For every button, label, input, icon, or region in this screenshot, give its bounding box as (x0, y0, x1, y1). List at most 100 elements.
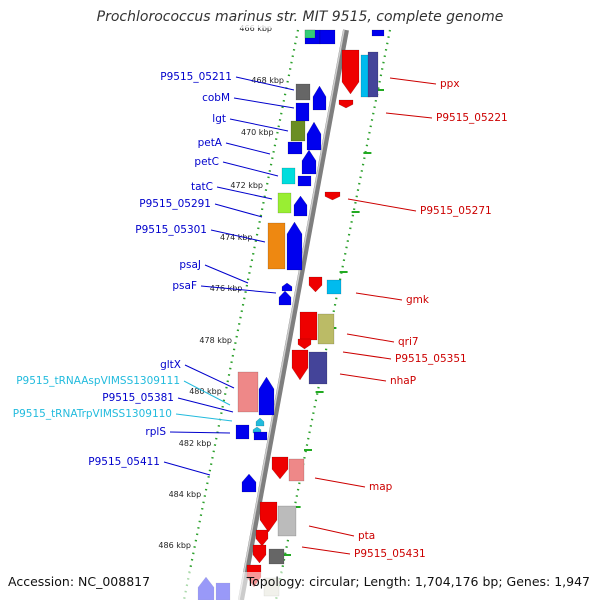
gene-label-p9515_05381: P9515_05381 (102, 392, 174, 404)
scale-label: 468 kbp (251, 76, 284, 85)
leader-line (342, 351, 392, 360)
gene-feature (252, 544, 267, 564)
leader-line (175, 413, 233, 422)
gene-label-p9515_05221: P9515_05221 (436, 112, 508, 124)
gene-label-petc: petC (194, 156, 219, 168)
leader-line (301, 546, 351, 555)
gene-label-p9515_05411: P9515_05411 (88, 456, 160, 468)
leader-line (314, 477, 366, 488)
gene-label-p9515_trnaaspvimss1309111: P9515_tRNAAspVIMSS1309111 (16, 375, 180, 387)
gene-p9515_05381 (258, 376, 275, 416)
leader-line (183, 380, 231, 406)
title-band (0, 0, 600, 28)
leader-line (346, 333, 395, 343)
gene-feature (253, 431, 268, 441)
gene-label-p9515_05301: P9515_05301 (135, 224, 207, 236)
scale-label: 482 kbp (179, 439, 212, 448)
gene-lgt (290, 120, 306, 142)
gene-qri7 (317, 313, 335, 345)
scale-label: 474 kbp (220, 233, 253, 242)
scale-label: 472 kbp (230, 181, 263, 190)
gene-p9515_05431 (268, 548, 285, 565)
leader-line (204, 264, 249, 284)
gene-label-lgt: lgt (212, 113, 226, 125)
gene-label-rpls: rplS (145, 426, 166, 438)
gene-label-tatc: tatC (191, 181, 213, 193)
gene-feature (367, 51, 379, 98)
leader-line (216, 186, 273, 200)
leader-line (229, 118, 289, 132)
gene-feature (255, 529, 269, 547)
leader-line (214, 203, 263, 218)
label-leaders (163, 76, 437, 555)
scale-label: 478 kbp (199, 336, 232, 345)
gene-p9515_05351 (297, 338, 312, 350)
gene-feature (299, 311, 318, 341)
gene-feature (295, 102, 310, 122)
gene-feature (287, 141, 303, 155)
gene-label-p9515_05431: P9515_05431 (354, 548, 426, 560)
footer-band (0, 572, 600, 600)
gene-label-ppx: ppx (440, 78, 460, 90)
gene-pta (277, 505, 297, 537)
leader-line (184, 364, 235, 389)
scale-label: 480 kbp (189, 387, 222, 396)
gene-feature (297, 175, 312, 187)
gene-feature (319, 29, 336, 45)
gene-peta (306, 121, 322, 151)
page-title: Prochlorococcus marinus str. MIT 9515, c… (97, 9, 504, 25)
gene-label-psaj: psaJ (179, 259, 201, 271)
gene-map (271, 456, 289, 480)
leader-line (385, 112, 433, 119)
leader-line (222, 161, 279, 177)
gene-feature (304, 29, 316, 39)
gene-label-gmk: gmk (406, 294, 430, 306)
gene-p9515_05271 (324, 191, 341, 201)
gene-label-pta: pta (358, 530, 375, 542)
scale-label-partial: 466 kbp (239, 24, 272, 33)
gene-p9515_05211 (295, 83, 311, 101)
leader-line (389, 77, 437, 85)
summary-text: Topology: circular; Length: 1,704,176 bp… (246, 574, 590, 589)
leader-line (200, 285, 277, 294)
leader-line (235, 76, 295, 91)
leader-line (355, 292, 403, 301)
leader-line (233, 97, 295, 109)
leader-line (169, 431, 231, 434)
scale-label: 486 kbp (158, 541, 191, 550)
gene-label-qri7: qri7 (398, 336, 419, 348)
gene-label-nhap: nhaP (390, 375, 416, 387)
leader-line (347, 198, 417, 212)
gene-label-p9515_05291: P9515_05291 (139, 198, 211, 210)
leader-line (177, 397, 234, 413)
gene-p9515_05301 (267, 222, 286, 270)
gene-p9515_05291 (293, 195, 308, 217)
gene-label-map: map (369, 481, 393, 493)
gene-feature (286, 221, 303, 271)
gene-nhap (308, 351, 328, 385)
gene-p9515_05221 (338, 99, 354, 109)
genome-backbone-highlight (238, 29, 345, 600)
accession-text: Accession: NC_008817 (8, 574, 150, 589)
gene-label-cobm: cobM (202, 92, 230, 104)
leader-line (210, 229, 266, 243)
gene-label-gltx: gltX (160, 359, 181, 371)
gene-feature (326, 279, 342, 295)
gene-ppx (341, 49, 360, 95)
gene-petc (281, 167, 296, 185)
gene-labels: P9515_05211 cobM lgt petA petC tatC P9515_0529… (13, 71, 508, 560)
leader-line (339, 373, 387, 382)
leader-line (225, 142, 271, 155)
gene-label-p9515_trnatrpvimss1309110: P9515_tRNATrpVIMSS1309110 (13, 408, 172, 420)
gene-psaj (281, 282, 293, 292)
leader-line (163, 461, 211, 476)
gene-feature (291, 349, 309, 381)
gene-label-psaf: psaF (172, 280, 197, 292)
gene-gmk (308, 276, 323, 293)
gene-label-p9515_05351: P9515_05351 (395, 353, 467, 365)
gene-p9515_trnaaspvimss1309111 (255, 417, 265, 427)
gene-feature (301, 149, 317, 175)
gene-label-p9515_05211: P9515_05211 (160, 71, 232, 83)
gene-feature (288, 458, 305, 482)
